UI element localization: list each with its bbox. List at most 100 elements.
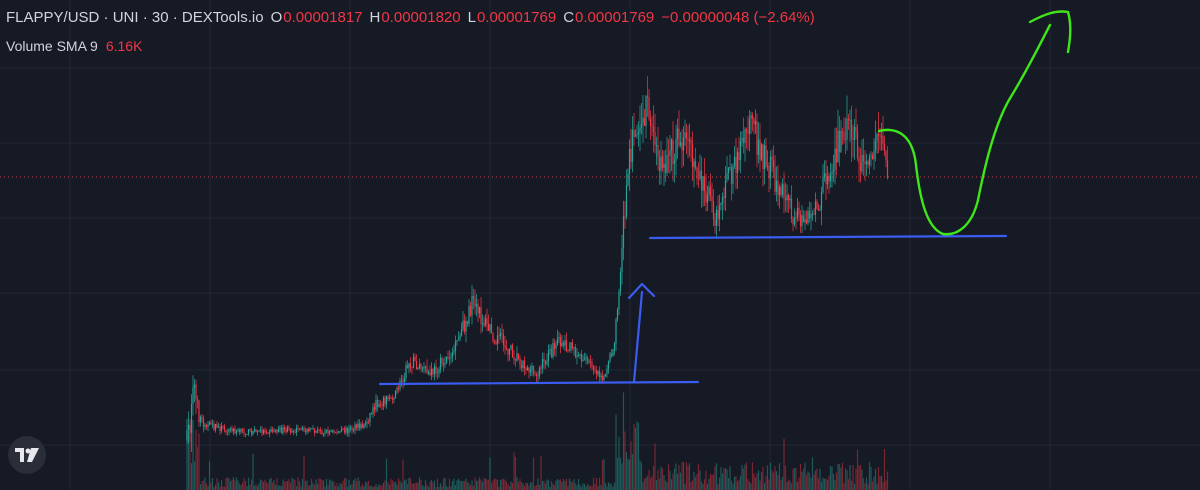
volume-bar bbox=[427, 486, 430, 490]
volume-bar bbox=[507, 483, 509, 490]
volume-bar bbox=[715, 463, 718, 490]
candle-body bbox=[652, 126, 655, 133]
symbol-legend[interactable]: FLAPPY/USD · UNI · 30 · DEXTools.io O 0.0… bbox=[6, 9, 815, 26]
volume-bar bbox=[385, 458, 388, 490]
volume-bar bbox=[877, 467, 880, 490]
candle-body bbox=[456, 340, 458, 342]
candle-body bbox=[685, 132, 688, 139]
volume-bar bbox=[577, 479, 580, 490]
volume-bar bbox=[436, 478, 439, 490]
volume-bar bbox=[517, 481, 520, 490]
volume-bar bbox=[298, 481, 301, 490]
volume-bar bbox=[868, 462, 871, 490]
volume-legend[interactable]: Volume SMA 9 6.16K bbox=[6, 38, 142, 54]
candle-body bbox=[241, 429, 244, 431]
volume-bar bbox=[607, 482, 610, 490]
volume-bar bbox=[447, 486, 449, 490]
candle-body bbox=[744, 129, 746, 143]
candle-body bbox=[483, 323, 485, 326]
candle-body bbox=[547, 350, 550, 361]
volume-bar bbox=[844, 468, 847, 490]
candle-body bbox=[796, 207, 799, 218]
volume-bar bbox=[816, 468, 818, 490]
volume-bar bbox=[189, 431, 191, 490]
volume-bar bbox=[771, 470, 773, 490]
volume-bar bbox=[708, 478, 710, 490]
candle-body bbox=[879, 135, 881, 137]
volume-bar bbox=[511, 483, 514, 490]
volume-bar bbox=[733, 476, 736, 490]
tradingview-logo-mark bbox=[15, 448, 39, 462]
candle-body bbox=[291, 431, 293, 433]
volume-bar bbox=[502, 478, 505, 490]
candle-body bbox=[732, 166, 734, 184]
candle-body bbox=[388, 398, 391, 399]
volume-bar bbox=[613, 482, 616, 490]
candle-body bbox=[582, 359, 584, 362]
candle-body bbox=[246, 434, 248, 435]
candle-body bbox=[526, 367, 529, 370]
candle-body bbox=[747, 131, 749, 134]
candle-body bbox=[517, 353, 520, 359]
candle-body bbox=[546, 360, 548, 365]
volume-bar bbox=[745, 462, 748, 490]
candle-body bbox=[510, 345, 512, 349]
volume-bar bbox=[301, 478, 304, 490]
candle-body bbox=[507, 349, 509, 355]
candle-body bbox=[523, 360, 526, 369]
candle-body bbox=[457, 339, 460, 341]
candle-body bbox=[429, 372, 431, 376]
candle-body bbox=[433, 366, 436, 375]
candle-body bbox=[210, 422, 212, 425]
volume-bar bbox=[195, 429, 197, 490]
candle-body bbox=[552, 342, 554, 358]
volume-bar bbox=[759, 480, 761, 490]
volume-bar bbox=[756, 473, 758, 490]
candle-body bbox=[688, 139, 691, 141]
symbol-title[interactable]: FLAPPY/USD · UNI · 30 · DEXTools.io bbox=[6, 9, 264, 26]
candle-body bbox=[654, 132, 656, 146]
candle-body bbox=[627, 173, 629, 186]
candle-body bbox=[771, 156, 773, 160]
projection-arrow-head bbox=[1028, 10, 1072, 54]
volume-bar bbox=[376, 486, 379, 490]
volume-bar bbox=[190, 463, 193, 490]
volume-bar bbox=[729, 466, 731, 490]
volume-bar bbox=[586, 484, 589, 490]
candle-body bbox=[460, 329, 463, 336]
candle-body bbox=[345, 427, 347, 433]
volume-bar bbox=[564, 481, 566, 490]
volume-bar bbox=[829, 466, 832, 490]
candle-body bbox=[714, 219, 716, 226]
volume-bar bbox=[765, 476, 767, 490]
candle-body bbox=[261, 429, 263, 434]
volume-bar bbox=[283, 481, 286, 490]
volume-bar bbox=[286, 481, 289, 490]
tradingview-logo-icon[interactable] bbox=[8, 436, 46, 474]
candle-body bbox=[817, 208, 820, 211]
volume-bar bbox=[796, 481, 799, 490]
candle-body bbox=[238, 429, 241, 433]
volume-bar bbox=[799, 463, 802, 490]
volume-bar bbox=[601, 460, 604, 490]
volume-bar bbox=[345, 478, 347, 490]
candle-body bbox=[375, 399, 377, 411]
candle-body bbox=[841, 131, 844, 133]
candle-body bbox=[594, 370, 596, 371]
candle-body bbox=[840, 131, 842, 152]
candle-body bbox=[562, 342, 565, 346]
volume-bar bbox=[229, 481, 232, 490]
volume-bar bbox=[444, 477, 446, 490]
volume-bar bbox=[262, 482, 265, 490]
candle-body bbox=[762, 144, 764, 170]
volume-bar bbox=[193, 461, 196, 490]
candle-body bbox=[720, 202, 722, 206]
candle-body bbox=[385, 396, 388, 405]
candle-body bbox=[649, 118, 652, 126]
volume-bar bbox=[774, 466, 776, 490]
drawing-annotations[interactable] bbox=[378, 10, 1072, 386]
candle-body bbox=[382, 397, 385, 407]
candle-body bbox=[430, 368, 433, 376]
